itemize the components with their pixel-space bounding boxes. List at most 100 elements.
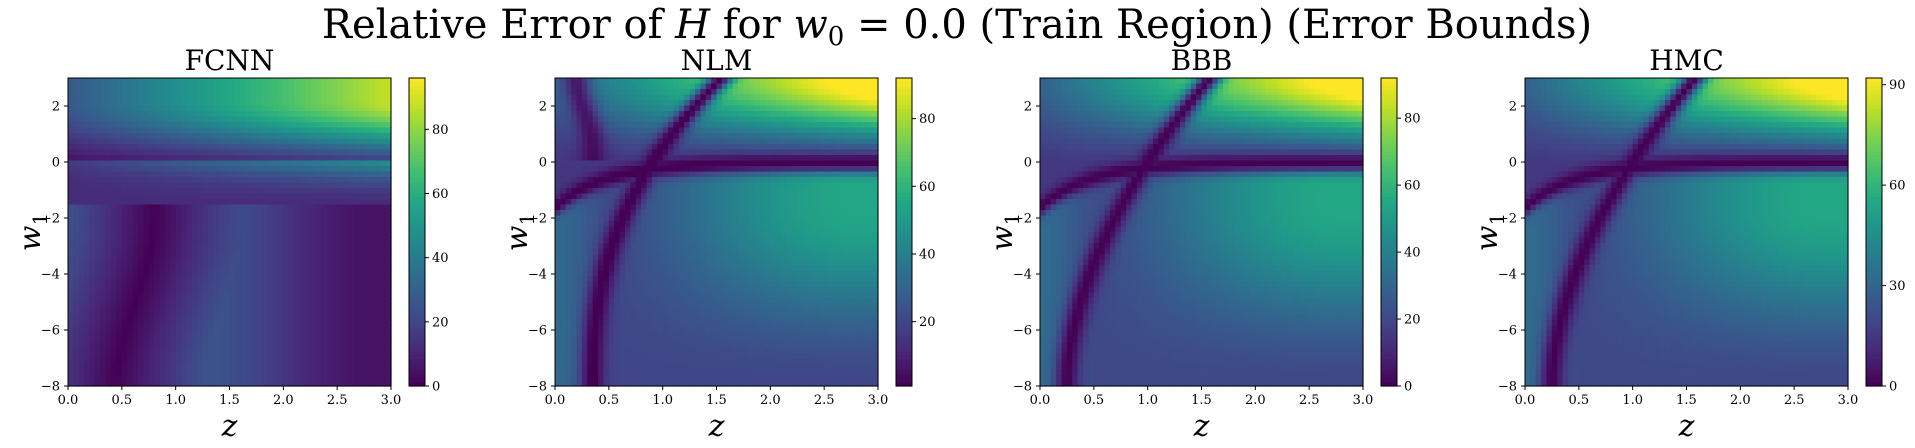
- colorbar-segment: [409, 366, 425, 372]
- heatmap-cell: [587, 122, 594, 129]
- heatmap-cell: [148, 204, 155, 211]
- heatmap-cell: [576, 78, 583, 85]
- heatmap-cell: [127, 149, 134, 156]
- heatmap-cell: [619, 105, 626, 112]
- heatmap-cell: [116, 116, 123, 123]
- heatmap-cell: [111, 336, 118, 343]
- heatmap-cell: [175, 375, 182, 382]
- heatmap-cell: [716, 166, 723, 173]
- heatmap-cell: [732, 89, 739, 96]
- heatmap-cell: [711, 144, 718, 151]
- heatmap-cell: [207, 138, 214, 145]
- heatmap-cell: [759, 133, 766, 140]
- heatmap-cell: [116, 369, 123, 376]
- heatmap-cell: [791, 182, 798, 189]
- heatmap-cell: [775, 182, 782, 189]
- heatmap-cell: [170, 347, 177, 354]
- heatmap-cell: [100, 100, 107, 107]
- heatmap-cell: [364, 320, 371, 327]
- heatmap-cell: [608, 111, 615, 118]
- heatmap-cell: [105, 122, 112, 129]
- heatmap-cell: [315, 160, 322, 167]
- heatmap-cell: [321, 309, 327, 316]
- heatmap-cell: [164, 254, 171, 261]
- heatmap-cell: [684, 116, 691, 123]
- colorbar-segment: [409, 216, 425, 222]
- heatmap-cell: [716, 199, 723, 206]
- heatmap-cell: [121, 380, 128, 387]
- heatmap-cell: [272, 331, 279, 338]
- heatmap-cell: [358, 265, 365, 272]
- heatmap-cell: [121, 287, 128, 294]
- heatmap-cell: [791, 160, 798, 167]
- heatmap-cell: [288, 116, 295, 123]
- heatmap-cell: [867, 166, 874, 173]
- heatmap-cell: [277, 83, 284, 90]
- heatmap-cell: [283, 83, 290, 90]
- heatmap-cell: [116, 259, 123, 266]
- heatmap-cell: [678, 193, 685, 200]
- heatmap-cell: [251, 155, 258, 162]
- heatmap-cell: [229, 298, 236, 305]
- heatmap-cell: [245, 237, 252, 244]
- heatmap-cell: [164, 375, 171, 382]
- heatmap-cell: [218, 325, 225, 332]
- heatmap-cell: [840, 193, 847, 200]
- heatmap-cell: [261, 94, 268, 101]
- heatmap-cell: [132, 210, 139, 217]
- heatmap-cell: [240, 254, 247, 261]
- heatmap-cell: [310, 221, 317, 228]
- heatmap-cell: [635, 155, 642, 162]
- heatmap-cell: [94, 105, 101, 112]
- heatmap-cell: [754, 193, 761, 200]
- heatmap-cell: [197, 281, 204, 288]
- heatmap-cell: [716, 177, 723, 184]
- heatmap-cell: [856, 100, 863, 107]
- heatmap-cell: [277, 358, 284, 365]
- heatmap-cell: [608, 204, 615, 211]
- heatmap-cell: [277, 292, 284, 299]
- heatmap-cell: [245, 83, 252, 90]
- heatmap-cell: [68, 347, 74, 354]
- heatmap-cell: [175, 243, 182, 250]
- heatmap-cell: [143, 127, 150, 134]
- heatmap-cell: [224, 78, 231, 85]
- heatmap-cell: [321, 155, 327, 162]
- heatmap-cell: [347, 303, 354, 310]
- heatmap-cell: [764, 160, 771, 167]
- y-tick-label: −8: [41, 380, 60, 395]
- heatmap-cell: [267, 155, 274, 162]
- heatmap-cell: [684, 127, 691, 134]
- heatmap-cell: [797, 144, 804, 151]
- heatmap-cell: [89, 226, 96, 233]
- heatmap-cell: [840, 149, 847, 156]
- heatmap-cell: [224, 166, 231, 173]
- heatmap-cell: [137, 375, 144, 382]
- heatmap-cell: [170, 149, 177, 156]
- heatmap-cell: [861, 105, 868, 112]
- heatmap-cell: [851, 160, 858, 167]
- heatmap-cell: [245, 127, 252, 134]
- heatmap-cell: [78, 111, 85, 118]
- heatmap-cell: [342, 122, 349, 129]
- heatmap-cell: [770, 105, 777, 112]
- colorbar-segment: [409, 120, 425, 125]
- heatmap-cell: [218, 215, 225, 222]
- heatmap-cell: [759, 83, 766, 90]
- heatmap-cell: [245, 100, 252, 107]
- heatmap-cell: [840, 160, 847, 167]
- heatmap-cell: [321, 133, 327, 140]
- heatmap-cell: [159, 353, 166, 360]
- heatmap-cell: [229, 320, 236, 327]
- heatmap-cell: [73, 111, 80, 118]
- heatmap-cell: [251, 254, 258, 261]
- heatmap-cell: [175, 171, 182, 178]
- heatmap-cell: [159, 199, 166, 206]
- heatmap-cell: [321, 188, 327, 195]
- heatmap-cell: [154, 320, 161, 327]
- heatmap-cell: [385, 166, 392, 173]
- heatmap-cell: [689, 116, 696, 123]
- heatmap-cell: [754, 160, 761, 167]
- colorbar-segment: [409, 343, 425, 349]
- heatmap-cell: [261, 116, 268, 123]
